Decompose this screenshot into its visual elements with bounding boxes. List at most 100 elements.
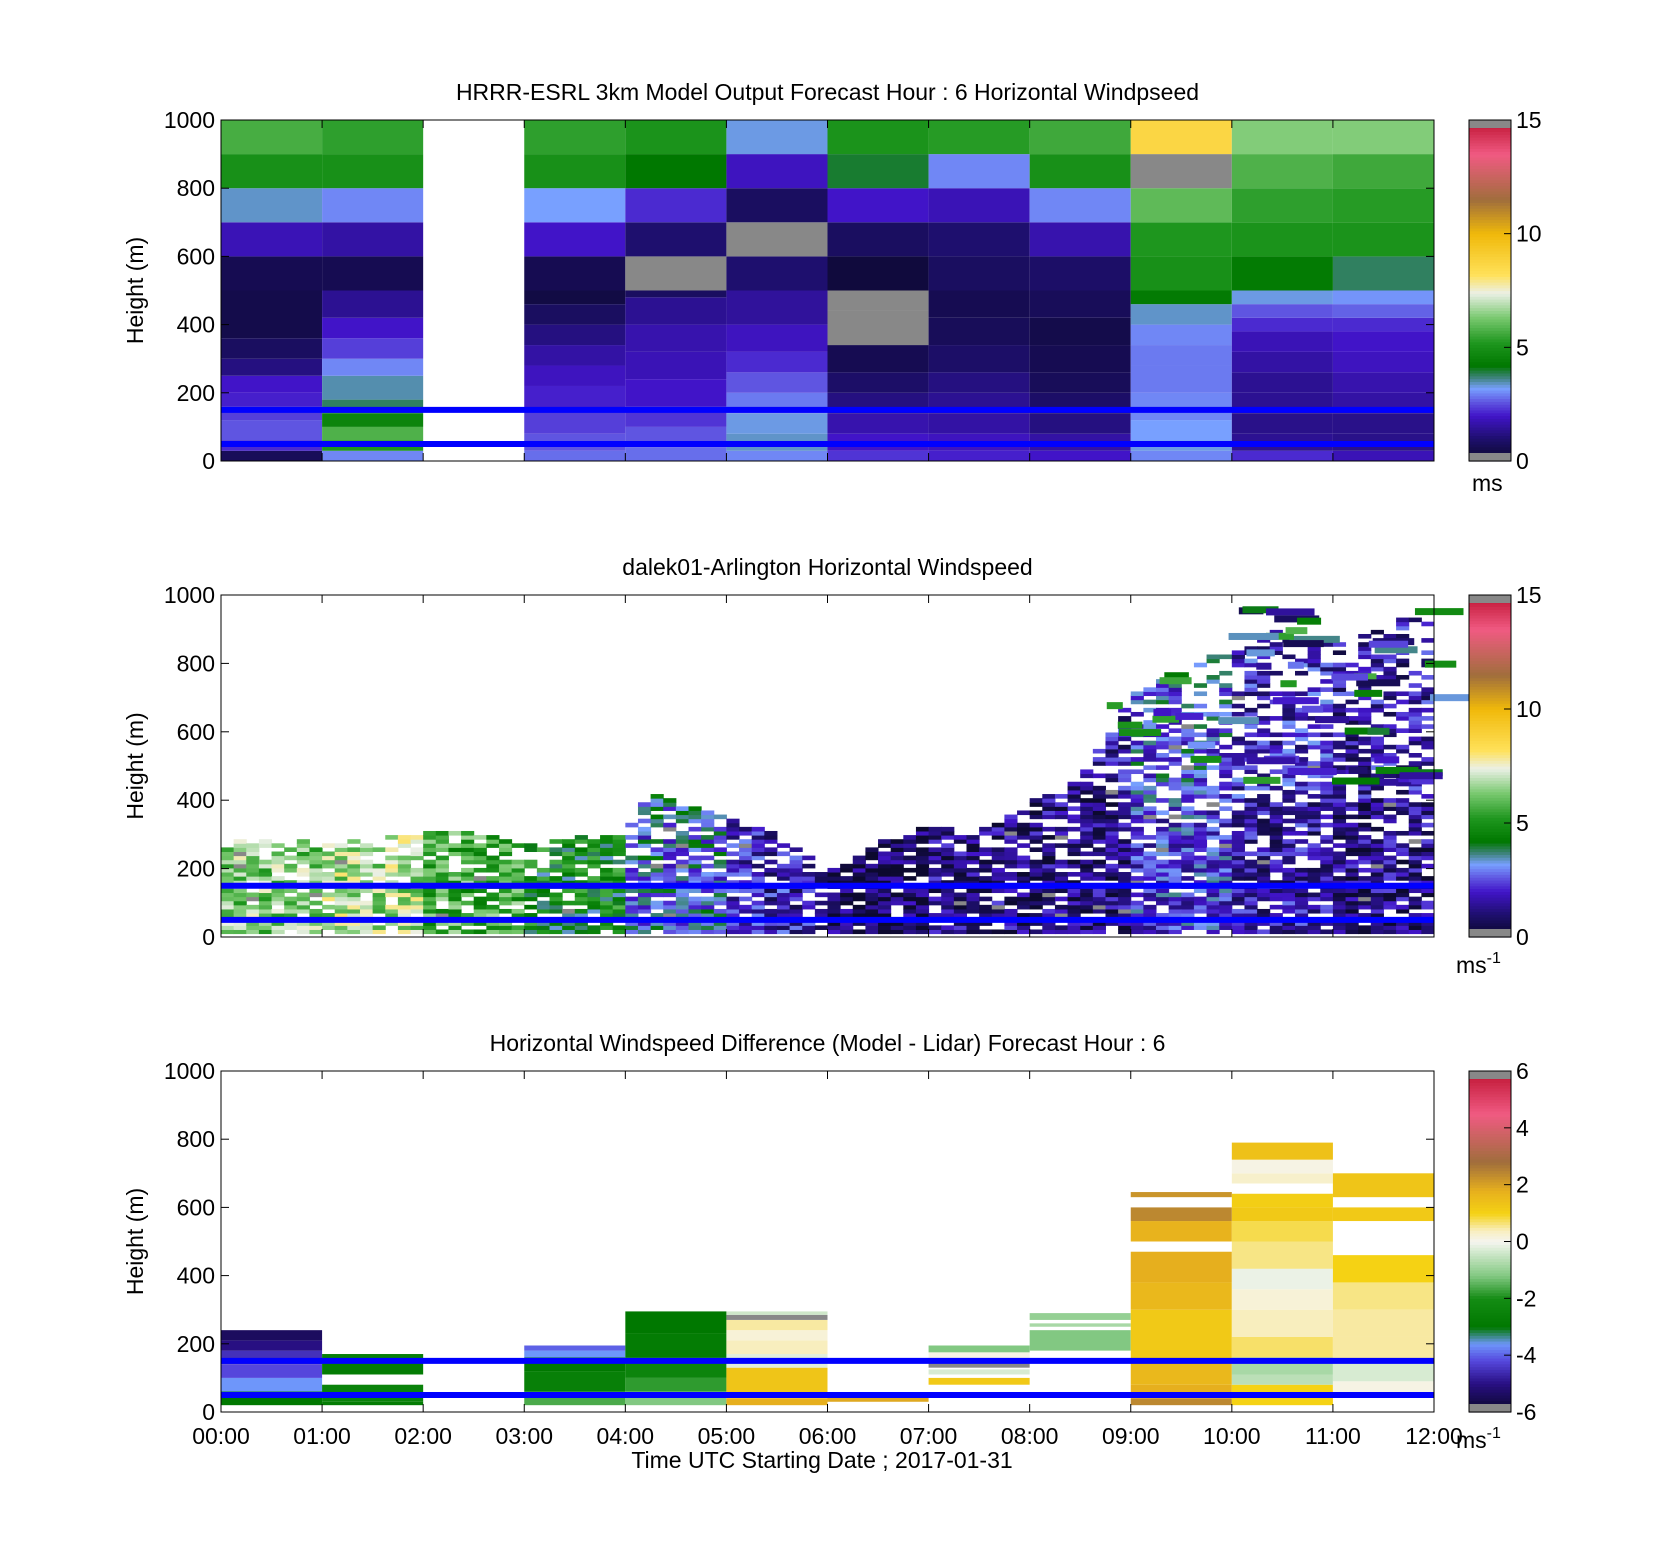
- heatmap-cell: [739, 839, 753, 844]
- heatmap-cell: [1054, 876, 1069, 881]
- heatmap-cell: [1118, 904, 1132, 910]
- heatmap-cell: [991, 908, 1005, 914]
- colorbar-segment: [1469, 620, 1511, 625]
- y-tick-label: 0: [202, 448, 215, 474]
- heatmap-cell: [612, 880, 626, 885]
- heatmap-cell: [1231, 740, 1245, 746]
- heatmap-cell: [498, 896, 513, 902]
- heatmap-cell: [1332, 896, 1347, 902]
- heatmap-cell: [928, 896, 942, 902]
- heatmap-cell: [1408, 818, 1422, 824]
- heatmap-cell: [435, 867, 449, 873]
- heatmap-cell: [410, 876, 424, 881]
- heatmap-cell: [562, 913, 576, 918]
- colorbar-segment: [1469, 1187, 1511, 1191]
- heatmap-cell: [1269, 650, 1283, 656]
- heatmap-cell: [979, 904, 993, 910]
- heatmap-cell: [1105, 818, 1119, 824]
- heatmap-cell: [1345, 720, 1359, 725]
- heatmap-cell: [448, 908, 462, 914]
- heatmap-cell: [991, 822, 1005, 828]
- heatmap-cell: [1396, 872, 1410, 877]
- heatmap-cell: [1358, 892, 1372, 898]
- heatmap-cell: [1105, 867, 1119, 873]
- heatmap-cell: [1118, 843, 1132, 848]
- heatmap-cell: [1282, 748, 1296, 754]
- heatmap-cell: [1320, 904, 1334, 910]
- heatmap-cell: [953, 913, 967, 918]
- heatmap-cell: [688, 904, 702, 910]
- heatmap-cell: [1168, 925, 1182, 930]
- heatmap-cell: [890, 880, 904, 885]
- heatmap-cell: [1332, 703, 1347, 709]
- heatmap-cell: [802, 929, 816, 935]
- heatmap-cell: [524, 345, 626, 366]
- heatmap-cell: [1257, 785, 1271, 791]
- heatmap-cell: [1118, 847, 1132, 852]
- heatmap-cell: [1206, 896, 1220, 902]
- heatmap-cell: [221, 880, 235, 885]
- heatmap-cell: [650, 839, 664, 844]
- heatmap-cell: [347, 904, 361, 910]
- heatmap-cell: [1092, 876, 1106, 881]
- heatmap-cell: [726, 888, 740, 894]
- heatmap-cell: [675, 835, 690, 840]
- heatmap-cell: [562, 900, 576, 906]
- heatmap-cell: [701, 921, 715, 926]
- heatmap-cell: [1282, 773, 1296, 779]
- colorbar-tick-label: 15: [1516, 582, 1542, 608]
- heatmap-cell: [1396, 908, 1410, 914]
- heatmap-cell: [246, 867, 260, 873]
- heatmap-cell: [1244, 765, 1258, 770]
- heatmap-cell: [1244, 675, 1258, 680]
- heatmap-cell: [1168, 777, 1182, 783]
- heatmap-cell: [1320, 642, 1334, 647]
- heatmap-cell: [536, 900, 551, 906]
- heatmap-cell: [1130, 794, 1144, 799]
- colorbar-segment: [1469, 1181, 1511, 1186]
- heatmap-cell: [1231, 1241, 1333, 1269]
- heatmap-cell: [284, 896, 298, 902]
- heatmap-cell: [1105, 835, 1119, 840]
- heatmap-cell: [322, 317, 424, 339]
- colorbar-segment: [1469, 717, 1511, 721]
- heatmap-cell: [1118, 876, 1132, 881]
- heatmap-cell: [1244, 810, 1258, 816]
- heatmap-cell: [1118, 806, 1132, 811]
- heatmap-cell: [1257, 748, 1271, 754]
- heatmap-cell: [1370, 839, 1384, 844]
- heatmap-cell: [1168, 683, 1182, 688]
- heatmap-cell: [1004, 818, 1018, 824]
- heatmap-cell: [1257, 670, 1271, 676]
- heatmap-cell: [1269, 822, 1283, 828]
- heatmap-cell: [1345, 806, 1359, 811]
- y-tick-label: 400: [177, 312, 215, 338]
- heatmap-cell: [941, 867, 955, 873]
- heatmap-cell: [675, 867, 690, 873]
- colorbar-segment: [1469, 173, 1511, 178]
- heatmap-cell: [397, 863, 412, 869]
- heatmap-cell: [802, 904, 816, 910]
- heatmap-cell: [1421, 925, 1435, 930]
- heatmap-cell: [713, 896, 727, 902]
- heatmap-cell: [1370, 699, 1384, 705]
- heatmap-cell: [1348, 766, 1368, 774]
- heatmap-cell: [1358, 925, 1372, 930]
- heatmap-cell: [1029, 913, 1043, 918]
- heatmap-cell: [1408, 806, 1422, 811]
- heatmap-cell: [1105, 773, 1119, 779]
- heatmap-cell: [663, 863, 677, 869]
- heatmap-cell: [802, 880, 816, 885]
- heatmap-cell: [233, 859, 247, 865]
- colorbar-segment: [1469, 1210, 1511, 1214]
- heatmap-cell: [1244, 822, 1258, 828]
- heatmap-cell: [397, 872, 412, 877]
- heatmap-cell: [1320, 802, 1334, 807]
- heatmap-cell: [1269, 867, 1283, 873]
- heatmap-cell: [1168, 929, 1182, 935]
- heatmap-cell: [1181, 703, 1195, 709]
- heatmap-cell: [233, 876, 247, 881]
- colorbar-unit: ms: [1472, 470, 1503, 496]
- heatmap-cell: [1206, 658, 1220, 664]
- heatmap-cell: [751, 872, 765, 877]
